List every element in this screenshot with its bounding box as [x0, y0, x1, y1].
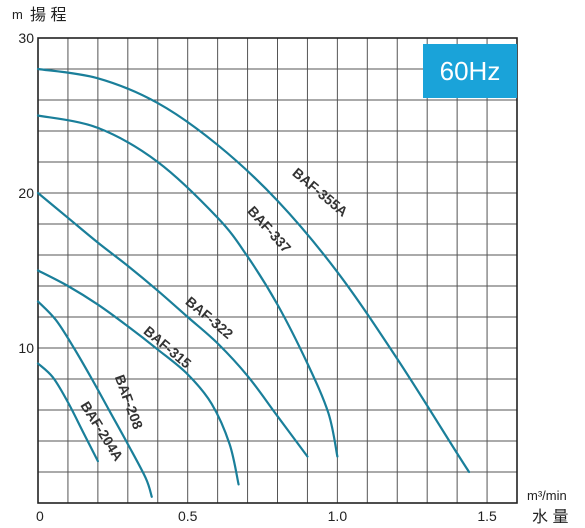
y-tick-label: 20 — [18, 185, 34, 201]
x-tick-label: 1.0 — [328, 508, 348, 524]
frequency-badge-box — [423, 44, 517, 98]
curve-baf-208 — [36, 300, 153, 498]
x-axis-unit: m³/min — [527, 488, 567, 503]
x-tick-label: 1.5 — [477, 508, 497, 524]
curve-baf-322 — [36, 191, 309, 458]
curve-baf-315 — [36, 269, 240, 486]
curve-baf-337 — [36, 114, 339, 458]
y-tick-label: 30 — [18, 30, 34, 46]
frequency-badge-label: 60Hz — [440, 56, 501, 86]
curve-label-baf-204a: BAF-204A — [77, 398, 126, 463]
curve-baf-355a — [36, 67, 471, 474]
x-tick-label: 0 — [36, 508, 44, 524]
curve-baf-204a — [36, 362, 99, 463]
y-tick-label: 10 — [18, 340, 34, 356]
x-tick-label: 0.5 — [178, 508, 198, 524]
tick-labels: 0 0.5 1.0 1.5 10 20 30 — [18, 30, 497, 524]
y-axis-unit: m — [12, 7, 23, 22]
curves — [36, 67, 471, 498]
curve-label-baf-355a: BAF-355A — [289, 164, 351, 219]
y-axis-label: 揚 程 — [30, 6, 66, 24]
frequency-badge: 60Hz — [423, 44, 517, 98]
curve-label-baf-315: BAF-315 — [141, 323, 195, 372]
curve-labels: BAF-355ABAF-337BAF-322BAF-315BAF-208BAF-… — [77, 164, 351, 463]
x-axis-label: 水 量 — [532, 508, 568, 526]
